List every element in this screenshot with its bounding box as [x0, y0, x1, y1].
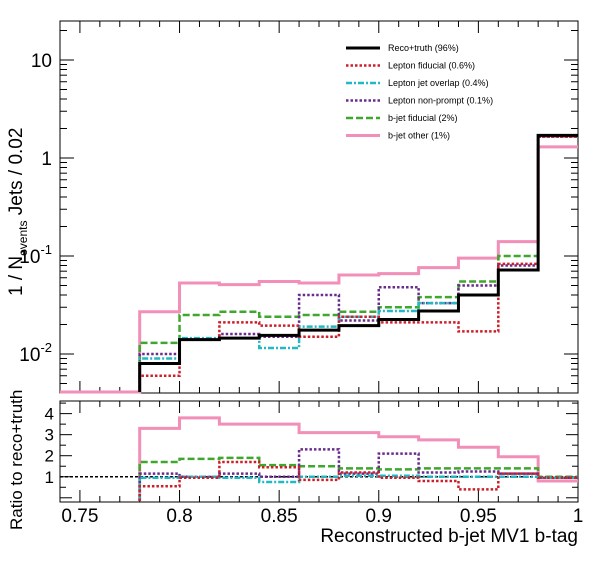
ratio-y-tick-label: 1	[45, 468, 54, 487]
main-y-axis-label-suffix: Jets / 0.02	[6, 128, 27, 221]
legend-entry-label: Lepton fiducial (0.6%)	[388, 61, 475, 71]
legend-entry-label: Lepton non-prompt (0.1%)	[388, 96, 493, 106]
x-tick-label: 0.85	[261, 506, 298, 527]
main-y-tick-label: 1	[41, 149, 52, 170]
legend: Reco+truth (96%) Lepton fiducial (0.6%) Le…	[346, 43, 493, 141]
ratio-y-tick-label: 3	[45, 426, 54, 445]
ratio-y-tick-labels: 1 2 3 4	[45, 405, 54, 487]
legend-entry-label: b-jet other (1%)	[388, 131, 450, 141]
legend-entry-label: b-jet fiducial (2%)	[388, 113, 458, 123]
x-tick-label: 1	[573, 506, 584, 527]
x-tick-label: 0.95	[460, 506, 497, 527]
ratio-plot-frame	[60, 401, 578, 502]
main-y-axis-label-subscript: events	[16, 221, 30, 256]
main-y-tick-exponent: -1	[40, 242, 52, 257]
ratio-panel: 1 2 3 4 0.75 0.8 0.85 0.9 0.95 1 Ratio to reco+t…	[7, 390, 583, 547]
ratio-y-tick-label: 2	[45, 447, 54, 466]
x-tick-label: 0.75	[61, 506, 98, 527]
main-series-group	[60, 135, 578, 392]
main-y-tick-label: 10-2	[19, 340, 52, 366]
main-y-tick-label: 10	[31, 51, 52, 72]
legend-entry-label: Lepton jet overlap (0.4%)	[388, 78, 489, 88]
main-y-tick-base: 10	[31, 51, 52, 72]
main-y-axis-label-prefix: 1 / N	[6, 256, 27, 296]
x-axis-label: Reconstructed b-jet MV1 b-tag	[320, 526, 578, 547]
main-y-tick-exponent: -2	[40, 340, 52, 355]
ratio-y-tick-label: 4	[45, 405, 54, 424]
legend-entry-label: Reco+truth (96%)	[388, 43, 459, 53]
ratio-series-group	[140, 418, 578, 501]
x-tick-labels: 0.75 0.8 0.85 0.9 0.95 1	[61, 506, 583, 527]
x-tick-label: 0.8	[166, 506, 192, 527]
ratio-series-line	[140, 418, 578, 501]
main-y-axis-label: 1 / Nevents Jets / 0.02	[6, 128, 30, 296]
x-tick-label: 0.9	[366, 506, 392, 527]
ratio-y-axis-label: Ratio to reco+truth	[7, 390, 26, 530]
main-y-tick-base: 1	[41, 149, 52, 170]
main-y-tick-base: 10	[19, 345, 40, 366]
main-series-line	[140, 137, 578, 392]
ratio-series-line	[140, 458, 578, 501]
ratio-axis-ticks	[60, 401, 578, 502]
